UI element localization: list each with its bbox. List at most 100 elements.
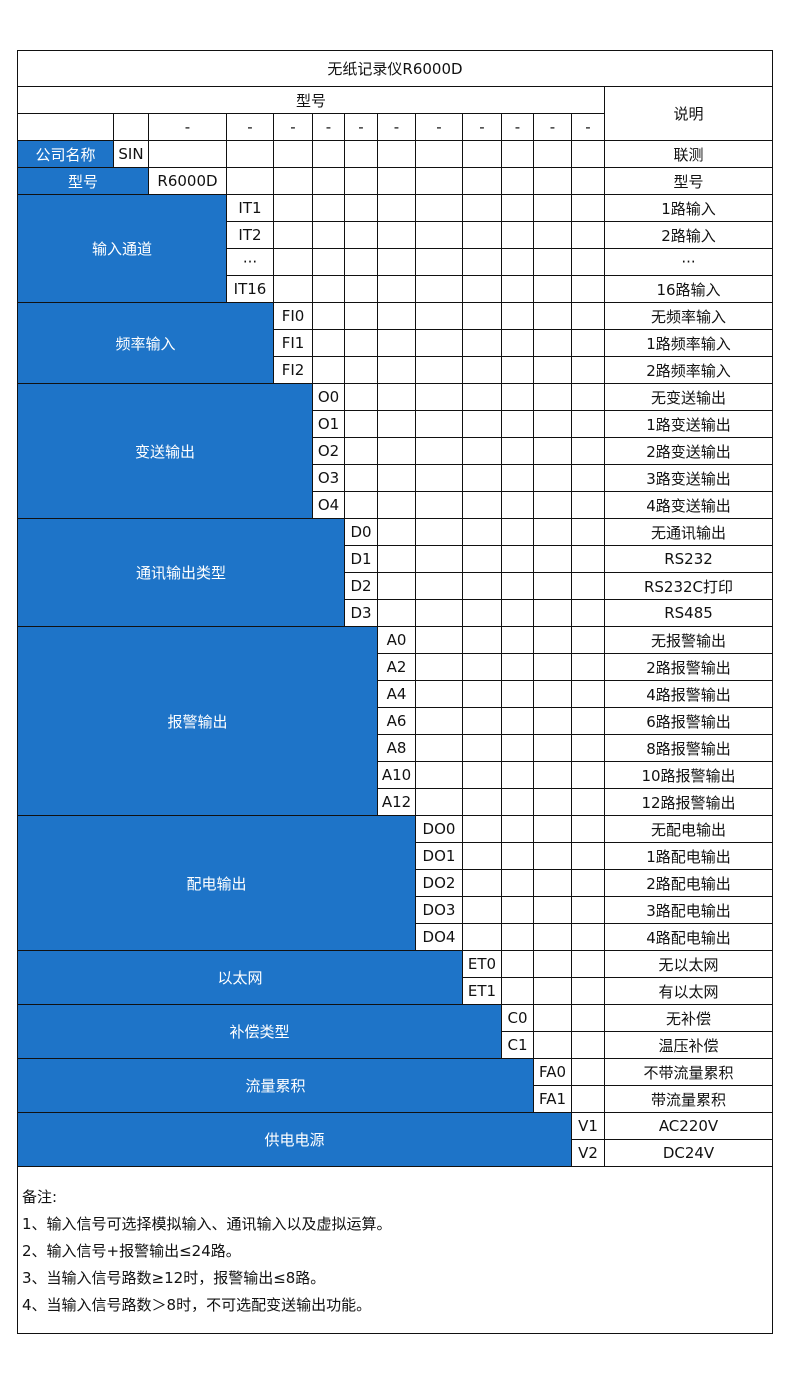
blank-cell (533, 950, 572, 978)
option-description: 1路变送输出 (604, 410, 773, 438)
blank-cell (462, 707, 502, 735)
blank-cell (377, 545, 416, 573)
option-code: O2 (312, 437, 345, 465)
blank-cell (344, 437, 378, 465)
blank-cell (226, 140, 274, 168)
blank-cell (571, 1085, 605, 1113)
option-code: ET0 (462, 950, 502, 978)
blank-cell (571, 140, 605, 168)
blank-cell (501, 572, 534, 600)
blank-cell (571, 491, 605, 519)
description-header: 说明 (604, 86, 773, 141)
note-item: 2、输入信号+报警输出≤24路。 (22, 1242, 241, 1260)
blank-cell (571, 896, 605, 924)
blank-cell (501, 167, 534, 195)
option-code: V2 (571, 1139, 605, 1167)
blank-cell (571, 761, 605, 789)
blank-cell (344, 464, 378, 492)
model-code: R6000D (148, 167, 227, 195)
option-description: 有以太网 (604, 977, 773, 1005)
blank-cell (571, 869, 605, 897)
dash-cell: - (571, 113, 605, 141)
blank-cell (415, 599, 463, 627)
blank-cell (415, 572, 463, 600)
blank-cell (501, 545, 534, 573)
blank-cell (533, 572, 572, 600)
blank-cell (462, 869, 502, 897)
notes-title: 备注: (22, 1188, 58, 1206)
option-description: 无报警输出 (604, 626, 773, 654)
blank-cell (533, 167, 572, 195)
option-description: 无补偿 (604, 1004, 773, 1032)
blank-cell (17, 113, 114, 141)
option-code: A2 (377, 653, 416, 681)
option-description: 2路输入 (604, 221, 773, 249)
option-code: FI2 (273, 356, 313, 384)
blank-cell (533, 707, 572, 735)
blank-cell (501, 491, 534, 519)
blank-cell (462, 518, 502, 546)
blank-cell (462, 491, 502, 519)
blank-cell (571, 1058, 605, 1086)
option-code: O1 (312, 410, 345, 438)
option-description: 2路变送输出 (604, 437, 773, 465)
blank-cell (571, 1031, 605, 1059)
blank-cell (462, 761, 502, 789)
blank-cell (415, 140, 463, 168)
blank-cell (533, 410, 572, 438)
blank-cell (533, 653, 572, 681)
blank-cell (501, 707, 534, 735)
blank-cell (377, 194, 416, 222)
option-description: RS232 (604, 545, 773, 573)
option-description: 1路频率输入 (604, 329, 773, 357)
blank-cell (571, 167, 605, 195)
dash-cell: - (415, 113, 463, 141)
option-code: DO3 (415, 896, 463, 924)
blank-cell (462, 410, 502, 438)
blank-cell (571, 707, 605, 735)
blank-cell (571, 653, 605, 681)
option-description: 2路频率输入 (604, 356, 773, 384)
dash-cell: - (273, 113, 313, 141)
option-code: C1 (501, 1031, 534, 1059)
blank-cell (377, 572, 416, 600)
blank-cell (415, 707, 463, 735)
blank-cell (533, 896, 572, 924)
blank-cell (533, 869, 572, 897)
option-code: A4 (377, 680, 416, 708)
blank-cell (462, 167, 502, 195)
blank-cell (462, 221, 502, 249)
group-label: 输入通道 (17, 194, 227, 303)
group-label: 频率输入 (17, 302, 274, 384)
blank-cell (377, 518, 416, 546)
option-code: IT2 (226, 221, 274, 249)
blank-cell (415, 545, 463, 573)
option-description: 2路报警输出 (604, 653, 773, 681)
blank-cell (312, 167, 345, 195)
blank-cell (344, 356, 378, 384)
option-code: DO0 (415, 815, 463, 843)
blank-cell (226, 167, 274, 195)
blank-cell (273, 221, 313, 249)
blank-cell (533, 842, 572, 870)
blank-cell (415, 194, 463, 222)
blank-cell (571, 977, 605, 1005)
dash-cell: - (377, 113, 416, 141)
blank-cell (571, 815, 605, 843)
blank-cell (501, 761, 534, 789)
blank-cell (533, 464, 572, 492)
model-label: 型号 (17, 167, 149, 195)
option-code: FA1 (533, 1085, 572, 1113)
blank-cell (571, 950, 605, 978)
option-code: O0 (312, 383, 345, 411)
notes: 备注: 1、输入信号可选择模拟输入、通讯输入以及虚拟运算。 2、输入信号+报警输… (17, 1166, 773, 1334)
blank-cell (571, 302, 605, 330)
blank-cell (533, 194, 572, 222)
group-label: 通讯输出类型 (17, 518, 345, 627)
group-label: 以太网 (17, 950, 463, 1005)
option-code: A10 (377, 761, 416, 789)
blank-cell (501, 734, 534, 762)
blank-cell (344, 221, 378, 249)
note-item: 1、输入信号可选择模拟输入、通讯输入以及虚拟运算。 (22, 1215, 392, 1233)
option-description: RS232C打印 (604, 572, 773, 600)
